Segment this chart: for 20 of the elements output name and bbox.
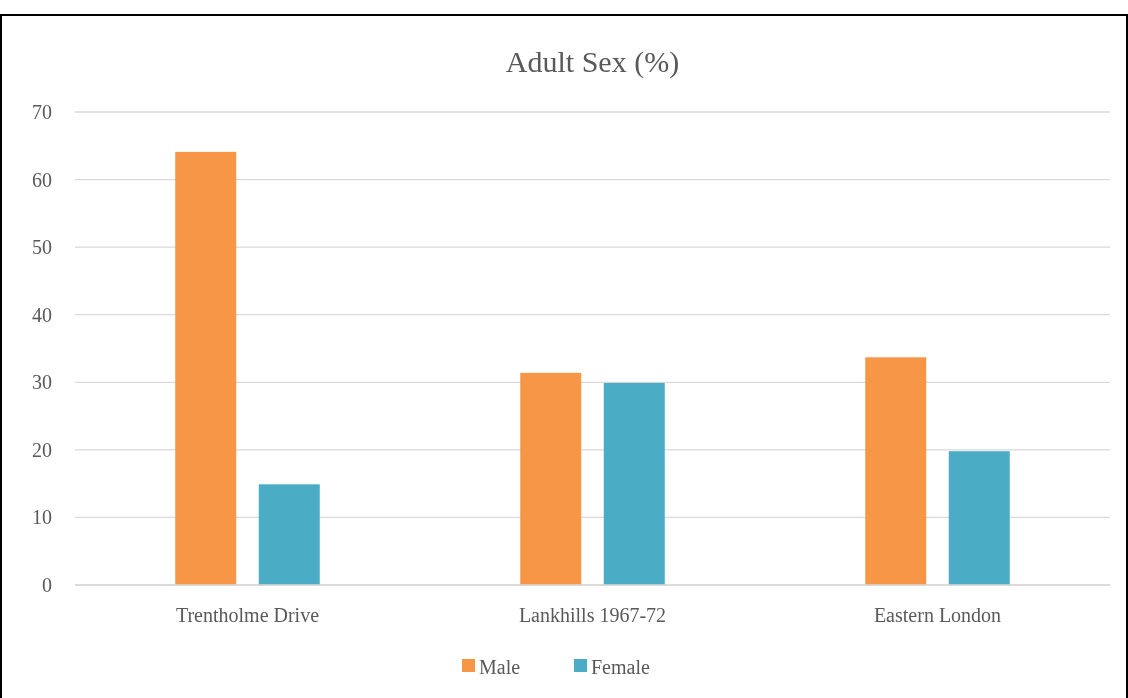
y-tick-label: 50 — [32, 236, 52, 259]
y-tick-label: 20 — [32, 438, 52, 461]
legend-label: Male — [479, 656, 521, 678]
x-tick-label: Eastern London — [873, 604, 1002, 626]
bar — [948, 451, 1010, 585]
y-tick-label: 40 — [32, 303, 52, 326]
x-tick-label: Lankhills 1967-72 — [518, 604, 667, 626]
y-tick-label: 70 — [32, 101, 52, 123]
y-tick-label: 0 — [42, 574, 52, 596]
legend-label: Female — [591, 656, 650, 678]
x-tick-label: Trentholme Drive — [175, 604, 320, 626]
y-tick-label: 30 — [32, 371, 52, 394]
y-tick-label: 60 — [32, 168, 52, 191]
chart-title: Adult Sex (%) — [505, 45, 680, 79]
bar — [865, 357, 927, 585]
bar — [175, 151, 237, 585]
y-tick-label: 10 — [32, 506, 52, 529]
bar — [603, 382, 665, 585]
bar — [520, 372, 582, 585]
bar — [258, 484, 320, 585]
